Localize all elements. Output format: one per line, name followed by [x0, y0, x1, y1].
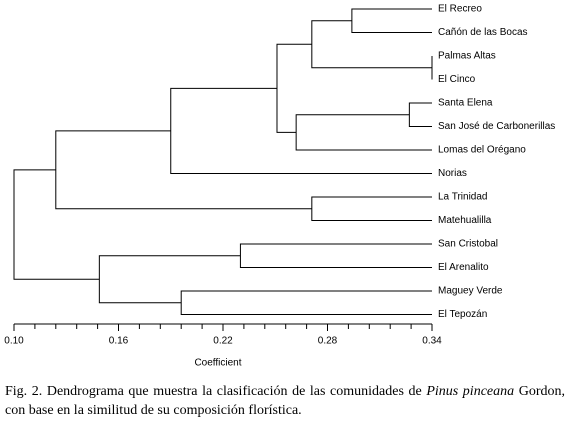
leaf-label: Santa Elena	[438, 98, 493, 109]
x-axis-label: Coefficient	[194, 358, 241, 369]
merge	[311, 20, 432, 69]
leaf-label: Maguey Verde	[438, 286, 503, 297]
x-tick-label: 0.16	[109, 336, 129, 347]
leaf-label: Cañón de las Bocas	[438, 27, 528, 38]
merge	[311, 196, 432, 221]
merge	[180, 290, 432, 315]
caption-text: Gordon, con base en la similitud de su c…	[5, 384, 565, 418]
merge	[13, 169, 100, 280]
merge	[276, 43, 312, 133]
leaf-label: Norias	[438, 168, 467, 179]
caption: Fig. 2. Dendrograma que muestra la clasi…	[5, 382, 565, 420]
leaf-label: Lomas del Orégano	[438, 145, 526, 156]
leaf-label: Matehualilla	[438, 215, 492, 226]
merge	[239, 243, 432, 268]
leaf-label: San Cristobal	[438, 239, 498, 250]
leaf-label: La Trinidad	[438, 192, 487, 203]
merge	[351, 8, 432, 33]
merge	[295, 114, 432, 151]
merge	[55, 130, 312, 210]
chart: Coefficient 0.10 0.16 0.22 0.28 0.34 El Recre…	[4, 4, 555, 369]
x-tick-label: 0.10	[4, 336, 24, 347]
merge	[98, 255, 241, 304]
x-tick-label: 0.22	[213, 336, 233, 347]
merge	[170, 87, 432, 174]
leaf-label: El Recreo	[438, 4, 482, 15]
leaf-label: El Arenalito	[438, 262, 489, 273]
caption-species: Pinus pinceana	[426, 384, 515, 399]
leaf-label: El Tepozán	[438, 309, 487, 320]
caption-text: Fig. 2. Dendrograma que muestra la clasi…	[5, 384, 427, 399]
x-tick-label: 0.34	[422, 336, 442, 347]
merge	[408, 102, 432, 127]
leaf-label: El Cinco	[438, 74, 476, 85]
leaf-label: Palmas Altas	[438, 51, 496, 62]
x-tick-label: 0.28	[318, 336, 338, 347]
leaf-label: San José de Carbonerillas	[438, 121, 555, 132]
